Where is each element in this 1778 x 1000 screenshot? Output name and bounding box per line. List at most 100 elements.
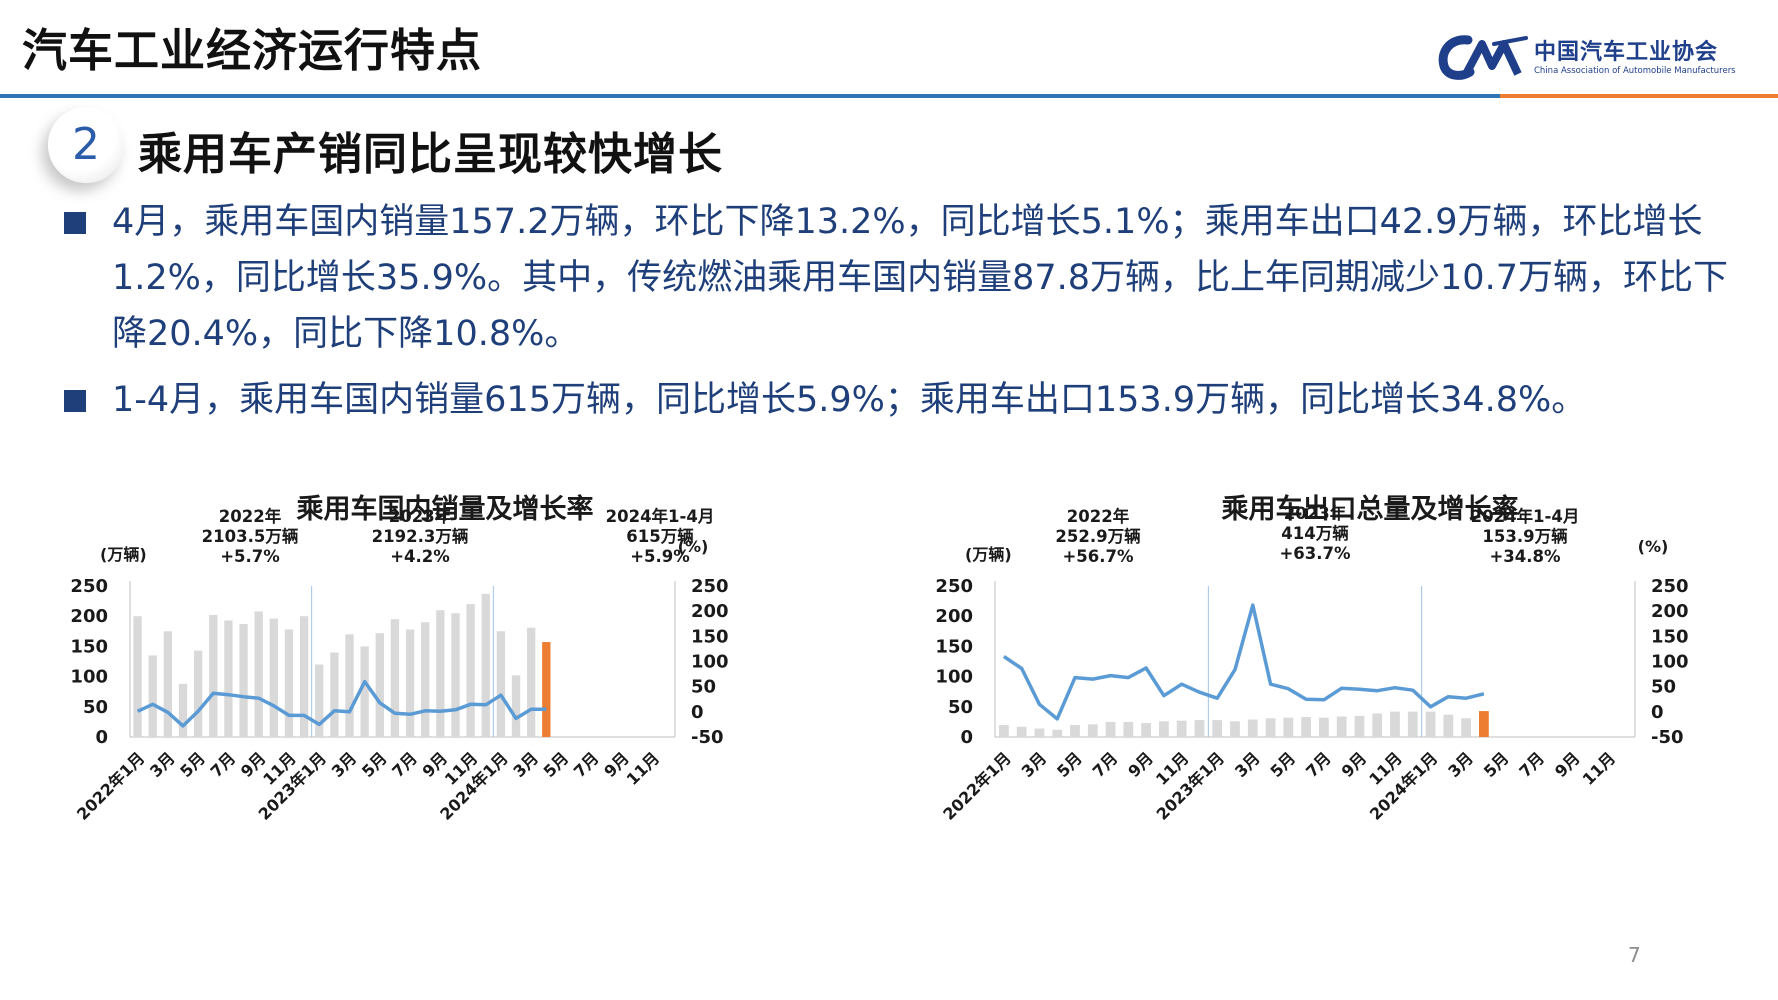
y2-tick-label: 250 <box>691 576 729 597</box>
annotation-line: +5.7% <box>220 547 280 566</box>
bar <box>1336 716 1347 737</box>
y-tick-label: 250 <box>935 576 973 597</box>
bar <box>345 634 354 737</box>
x-tick-label: 7月 <box>207 748 240 781</box>
annotation-line: 2022年 <box>1067 506 1130 526</box>
x-tick-label: 2022年1月 <box>73 748 148 823</box>
x-tick-label: 3月 <box>1018 748 1051 781</box>
x-tick-label: 2022年1月 <box>939 748 1014 823</box>
x-tick-label: 5月 <box>1480 748 1513 781</box>
y2-tick-label: 0 <box>691 702 704 723</box>
y2-tick-label: 0 <box>1651 702 1664 723</box>
bar <box>1016 726 1027 737</box>
bar <box>466 604 475 737</box>
y2-tick-label: 100 <box>1651 652 1689 673</box>
bullet-text: 4月，乘用车国内销量157.2万辆，环比下降13.2%，同比增长5.1%；乘用车… <box>112 202 1728 354</box>
annotation-line: 615万辆 <box>626 526 693 546</box>
bar <box>1390 711 1400 737</box>
annotation-line: +56.7% <box>1062 547 1134 566</box>
x-tick-label: 3月 <box>1444 748 1477 781</box>
bar <box>1407 711 1418 737</box>
x-tick-label: 7月 <box>1515 748 1548 781</box>
bar <box>451 613 460 737</box>
bar <box>1087 724 1098 737</box>
y2-tick-label: 150 <box>691 626 729 647</box>
y2-tick-label: 250 <box>1651 576 1689 597</box>
bar <box>299 616 309 737</box>
chart-title: 乘用车出口总量及增长率 <box>1221 493 1519 525</box>
x-tick-label: 11月 <box>1579 748 1620 789</box>
bar <box>1230 721 1240 737</box>
x-tick-label: 3月 <box>146 748 179 781</box>
y-tick-label: 100 <box>935 667 973 688</box>
annotation-line: 2023年 <box>1284 503 1347 523</box>
section-number-badge: 2 <box>48 107 124 183</box>
x-tick-label: 7月 <box>388 748 421 781</box>
bar <box>390 619 400 737</box>
association-logo: 中国汽车工业协会 China Association of Automobile… <box>1438 30 1748 82</box>
bar <box>315 664 324 737</box>
bar <box>193 650 203 737</box>
chart-title: 乘用车国内销量及增长率 <box>296 493 594 525</box>
y-tick-label: 150 <box>70 636 108 657</box>
y-tick-label: 50 <box>83 697 108 718</box>
bullet-square-icon <box>64 212 86 234</box>
bar <box>481 593 490 737</box>
annotation-line: 252.9万辆 <box>1055 526 1140 546</box>
y2-tick-label: 100 <box>691 652 729 673</box>
bar <box>496 631 506 737</box>
bullet-item: 1-4月，乘用车国内销量615万辆，同比增长5.9%；乘用车出口153.9万辆，… <box>62 372 1752 428</box>
bar-highlight <box>1479 711 1489 737</box>
bar <box>209 614 218 737</box>
bar <box>421 622 430 737</box>
y2-tick-label: 150 <box>1651 626 1689 647</box>
logo-text-cn: 中国汽车工业协会 <box>1534 40 1719 65</box>
annotation-line: 2103.5万辆 <box>202 526 299 546</box>
y2-tick-label: -50 <box>1651 727 1684 748</box>
growth-rate-line <box>1002 603 1485 721</box>
bar <box>1354 715 1365 737</box>
annotation-line: +34.8% <box>1489 547 1561 566</box>
bar <box>1105 721 1116 737</box>
annotation-line: 2024年1-4月 <box>1471 506 1580 526</box>
section-title: 乘用车产销同比呈现较快增长 <box>138 129 723 180</box>
right-axis-unit: (%) <box>1638 537 1669 556</box>
y2-tick-label: 200 <box>1651 601 1689 622</box>
x-tick-label: 5月 <box>176 748 209 781</box>
x-tick-label: 3月 <box>509 748 542 781</box>
header-divider-accent <box>1500 94 1778 98</box>
x-tick-label: 7月 <box>1089 748 1122 781</box>
annotation-line: 2192.3万辆 <box>372 526 469 546</box>
annotation-line: +4.2% <box>390 547 450 566</box>
bar <box>1425 711 1436 737</box>
bar <box>1461 718 1471 737</box>
section-number: 2 <box>72 119 100 170</box>
bar <box>178 683 188 737</box>
bar <box>239 624 248 737</box>
y-tick-label: 0 <box>95 727 108 748</box>
annotation-line: 2022年 <box>219 506 282 526</box>
page-number: 7 <box>1628 943 1641 967</box>
bar <box>1265 718 1276 737</box>
bar <box>511 675 521 737</box>
annotation-line: +63.7% <box>1279 544 1351 563</box>
y-tick-label: 250 <box>70 576 108 597</box>
bar <box>1372 713 1383 737</box>
bar <box>405 629 415 737</box>
bar <box>527 627 536 737</box>
bar <box>269 618 278 737</box>
bar <box>1070 724 1080 737</box>
x-tick-label: 5月 <box>358 748 391 781</box>
bar <box>1141 723 1151 737</box>
annotation-line: 153.9万辆 <box>1482 526 1567 546</box>
bullet-item: 4月，乘用车国内销量157.2万辆，环比下降13.2%，同比增长5.1%；乘用车… <box>62 194 1752 362</box>
bar <box>284 629 294 737</box>
bar <box>360 646 369 737</box>
growth-rate-line <box>136 679 547 728</box>
bar <box>1159 721 1169 737</box>
left-axis-unit: (万辆) <box>965 545 1012 564</box>
right-axis-unit: (%) <box>678 537 709 556</box>
